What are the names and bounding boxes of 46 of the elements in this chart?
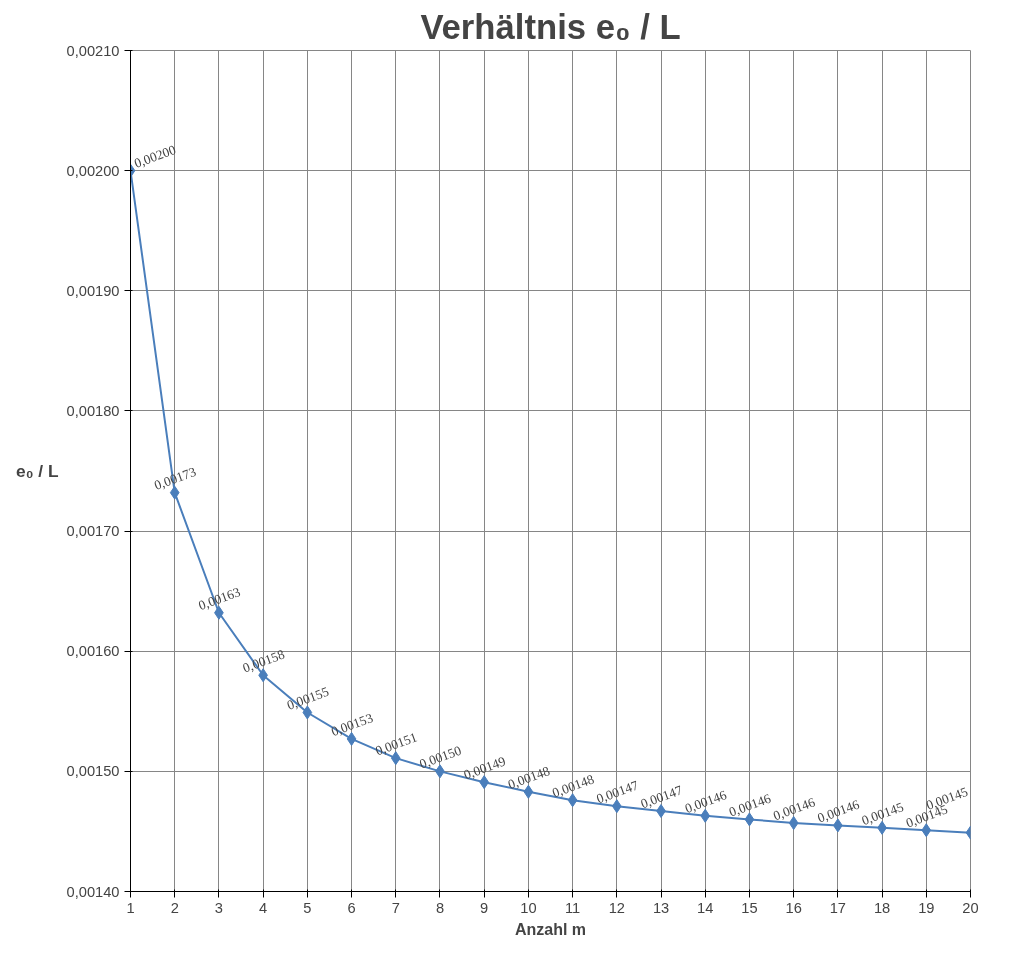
data-label: 0,00147 [594, 777, 641, 807]
data-label: 0,00146 [682, 787, 729, 817]
data-label: 0,00151 [373, 729, 420, 759]
data-label: 0,00163 [196, 583, 243, 614]
data-label: 0,00146 [815, 796, 862, 826]
y-tick-label: 0,00170 [66, 523, 120, 540]
y-tick-label: 0,00140 [66, 883, 120, 900]
x-tick-label: 5 [303, 899, 312, 916]
x-tick-label: 18 [873, 899, 891, 916]
x-tick-label: 14 [697, 899, 714, 916]
data-label: 0,00148 [550, 771, 597, 801]
x-tick-label: 1 [126, 899, 135, 916]
y-tick-label: 0,00150 [66, 763, 120, 780]
x-tick-label: 12 [608, 899, 625, 916]
x-tick-label: 9 [480, 899, 489, 916]
x-tick-label: 6 [347, 899, 356, 916]
y-tick-label: 0,00160 [66, 643, 120, 660]
x-tick-label: 20 [962, 899, 979, 916]
y-axis-title: e₀ / L [16, 461, 59, 481]
data-label: 0,00145 [859, 799, 906, 829]
y-tick-label: 0,00210 [66, 42, 120, 59]
chart-title: Verhältnis e₀ / L [420, 7, 681, 46]
x-tick-label: 7 [391, 899, 400, 916]
x-tick-label: 4 [259, 899, 268, 916]
x-tick-label: 19 [918, 899, 935, 916]
x-tick-label: 16 [785, 899, 802, 916]
x-tick-label: 8 [435, 899, 445, 916]
data-label: 0,00153 [329, 710, 376, 740]
data-label: 0,00146 [771, 794, 818, 824]
y-tick-label: 0,00200 [66, 162, 120, 179]
x-tick-label: 3 [214, 899, 223, 916]
x-tick-label: 15 [741, 899, 758, 916]
x-tick-label: 13 [652, 899, 670, 916]
x-tick-label: 2 [170, 899, 179, 916]
data-label: 0,00158 [240, 646, 287, 676]
y-tick-label: 0,00190 [66, 282, 120, 299]
data-label: 0,00149 [461, 753, 508, 783]
data-label: 0,00148 [505, 762, 553, 793]
x-axis-title: Anzahl m [514, 920, 587, 938]
x-tick-label: 10 [520, 899, 537, 916]
x-tick-label: 11 [565, 899, 581, 916]
data-label: 0,00146 [726, 790, 774, 820]
data-label: 0,00173 [152, 463, 199, 493]
y-tick-label: 0,00180 [66, 402, 120, 419]
data-label: 0,00150 [417, 742, 464, 772]
x-tick-label: 17 [829, 899, 847, 916]
